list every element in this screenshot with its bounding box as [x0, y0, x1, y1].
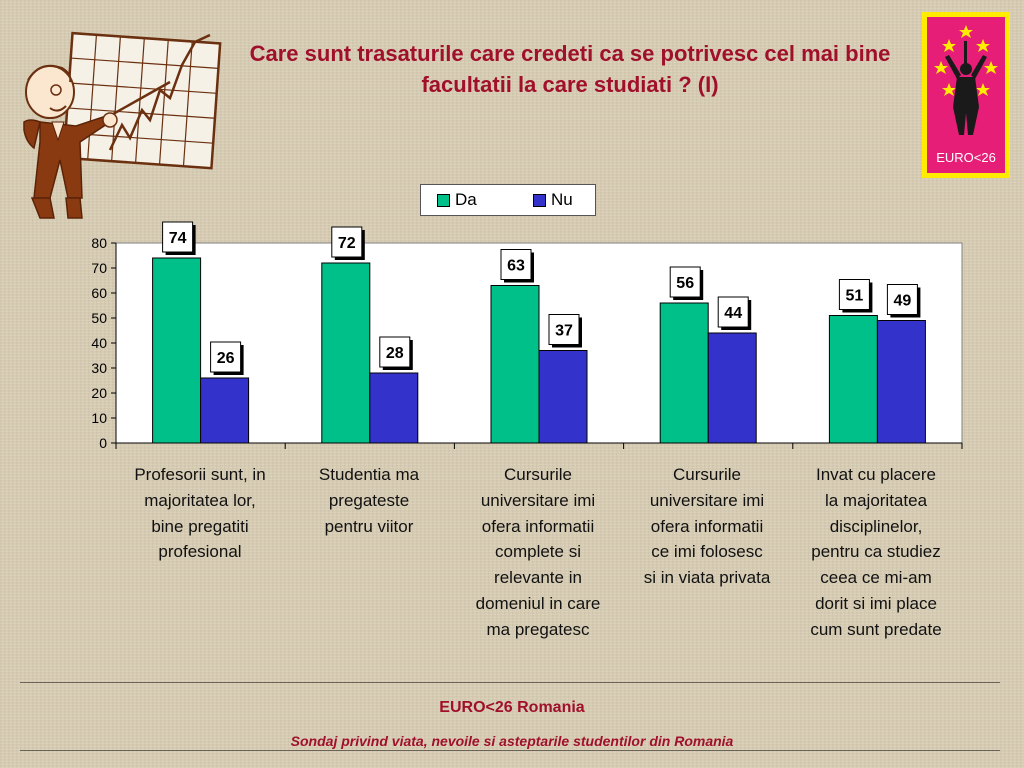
bar-nu — [369, 372, 419, 444]
category-label-1: Profesorii sunt, in majoritatea lor, bin… — [120, 462, 280, 565]
data-label-box — [379, 336, 411, 368]
category-line: ce imi folosesc — [651, 542, 763, 562]
category-line: ofera informatii — [650, 516, 764, 536]
category-line: disciplinelor, — [829, 516, 923, 536]
y-tick-label: 30 — [91, 360, 107, 376]
legend-item-da: Da — [437, 190, 477, 210]
footer-title: EURO<26 Romania — [439, 699, 585, 716]
data-label-box — [669, 266, 701, 298]
category-label-3: Cursurile universitare imi ofera informa… — [458, 462, 618, 643]
category-line: la majoritatea — [824, 490, 928, 510]
footer-subtitle: Sondaj privind viata, nevoile si astepta… — [290, 733, 734, 749]
logo-text: EURO<26 — [936, 150, 996, 165]
legend-swatch-da — [437, 193, 450, 207]
data-label-box — [500, 249, 532, 280]
data-label: 49 — [894, 293, 912, 310]
data-label-box — [717, 296, 749, 328]
category-line: ceea ce mi-am — [820, 568, 932, 588]
y-tick-label: 40 — [91, 335, 107, 351]
category-line: si in viata privata — [643, 568, 771, 588]
y-tick-label: 60 — [91, 285, 107, 301]
category-line: Profesorii sunt, in — [134, 465, 266, 484]
y-tick-label: 20 — [91, 385, 107, 401]
category-line: pregateste — [328, 490, 410, 510]
bar-nu — [876, 320, 926, 444]
data-label: 63 — [507, 258, 525, 275]
legend-item-nu: Nu — [533, 190, 573, 210]
chart-legend: Da Nu — [420, 184, 596, 216]
category-line: ofera informatii — [481, 516, 595, 536]
category-line: Studentia ma — [318, 465, 420, 484]
bar-da — [659, 302, 709, 444]
y-tick-label: 0 — [99, 435, 107, 451]
category-line: dorit si imi place — [815, 593, 937, 613]
data-label: 56 — [676, 275, 694, 292]
euro26-logo: EURO<26 — [922, 12, 1010, 178]
category-label-5: Invat cu placere la majoritatea discipli… — [796, 462, 956, 643]
bar-da — [490, 285, 540, 444]
category-line: profesional — [158, 542, 242, 562]
data-label: 51 — [846, 288, 864, 305]
category-label-4: Cursurile universitare imi ofera informa… — [627, 462, 787, 591]
category-line: bine pregatiti — [151, 516, 249, 536]
data-label: 28 — [386, 345, 404, 362]
bar-da — [321, 262, 371, 444]
professor-with-chart-icon — [23, 31, 222, 219]
category-line: Cursurile — [503, 465, 573, 484]
bar-nu — [538, 350, 588, 444]
legend-label-nu: Nu — [551, 190, 573, 209]
data-label-box — [548, 314, 580, 345]
category-line: majoritatea lor, — [144, 490, 256, 510]
category-label-2: Studentia ma pregateste pentru viitor — [289, 462, 449, 539]
y-tick-label: 70 — [91, 260, 107, 276]
data-label: 44 — [724, 305, 742, 322]
category-line: relevante in — [494, 568, 582, 588]
category-line: pentru viitor — [324, 516, 414, 536]
legend-label-da: Da — [455, 190, 477, 209]
y-tick-label: 50 — [91, 310, 107, 326]
data-label: 26 — [217, 350, 235, 367]
euro26-logo-icon — [934, 25, 998, 135]
category-line: complete si — [495, 542, 581, 562]
category-line: universitare imi — [649, 490, 765, 510]
data-label-box — [162, 221, 194, 253]
footer-divider-top — [20, 682, 1000, 683]
bar-da — [152, 257, 202, 444]
data-label: 74 — [169, 230, 187, 247]
category-line: Cursurile — [672, 465, 742, 484]
category-line: domeniul in care — [475, 593, 601, 613]
professor-figure-icon — [23, 64, 171, 219]
category-line: pentru ca studiez — [811, 542, 941, 562]
logo-panel: EURO<26 — [927, 17, 1005, 173]
page-title: Care sunt trasaturile care credeti ca se… — [249, 41, 891, 97]
data-label: 37 — [555, 323, 573, 340]
data-label: 72 — [338, 235, 356, 252]
bar-nu — [200, 377, 250, 444]
data-label-box — [886, 284, 918, 315]
bar-da — [828, 315, 878, 444]
category-line: ma pregatesc — [486, 619, 590, 639]
bar-nu — [707, 332, 757, 444]
y-tick-label: 80 — [91, 235, 107, 251]
category-line: cum sunt predate — [810, 619, 942, 639]
data-label-box — [210, 341, 242, 373]
y-tick-label: 10 — [91, 410, 107, 426]
data-label-box — [331, 226, 363, 258]
category-line: Invat cu placere — [815, 465, 936, 484]
footer-divider-bottom — [20, 750, 1000, 751]
category-line: universitare imi — [480, 490, 596, 510]
data-label-box — [838, 279, 870, 310]
legend-swatch-nu — [533, 193, 546, 207]
